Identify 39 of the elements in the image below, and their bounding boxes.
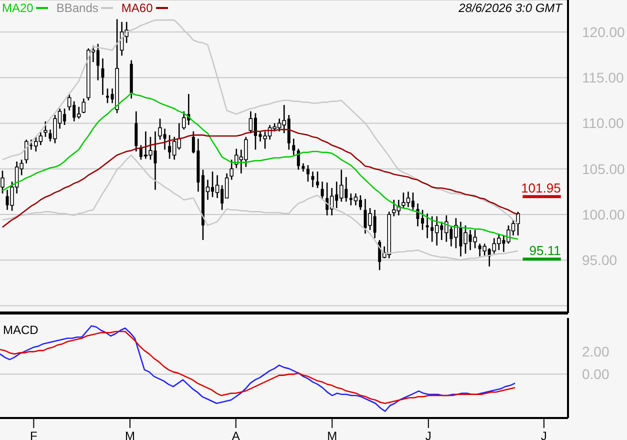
candlestick (354, 192, 358, 206)
ref-line-label: 101.95 (521, 180, 561, 196)
x-tick-label: M (327, 429, 338, 440)
x-tick-label: A (232, 429, 240, 440)
y-tick-label: 100.00 (582, 206, 626, 222)
ref-line-label: 95.11 (529, 243, 561, 258)
candlestick (230, 159, 234, 180)
candlestick (82, 98, 86, 114)
y-tick-label: 110.00 (582, 115, 624, 132)
candlestick (473, 229, 477, 249)
candlestick (311, 170, 314, 188)
candlestick (316, 170, 320, 189)
legend-label: MA60 (121, 1, 153, 15)
x-tick-label: J (540, 429, 547, 440)
candlestick (320, 180, 324, 200)
y-tick-label: 0.00 (582, 366, 610, 382)
candlestick (76, 106, 81, 120)
candlestick (292, 138, 296, 156)
x-tick-label: J (425, 429, 432, 440)
y-tick-label: 2.00 (582, 344, 610, 360)
legend-label: BBands (56, 1, 98, 15)
candlestick (339, 169, 344, 202)
candlestick (248, 110, 253, 134)
y-tick-label: 105.00 (582, 160, 626, 177)
candlestick (101, 58, 104, 96)
legend-label: MA20 (2, 1, 34, 15)
candlestick (434, 216, 439, 246)
x-tick-label: M (124, 429, 135, 440)
candlestick (134, 110, 138, 152)
candlestick (182, 110, 186, 130)
y-tick-label: 115.00 (582, 70, 624, 86)
candlestick (44, 120, 48, 138)
y-tick-label: 95.00 (582, 252, 618, 268)
annotation: 28/6/2026 3:0 GMT (458, 1, 562, 15)
chart-title: MACD (3, 323, 38, 337)
y-tick-label: 120.00 (582, 24, 626, 40)
x-tick-label: F (30, 429, 38, 440)
candlestick (296, 148, 300, 170)
candlestick (306, 164, 310, 182)
